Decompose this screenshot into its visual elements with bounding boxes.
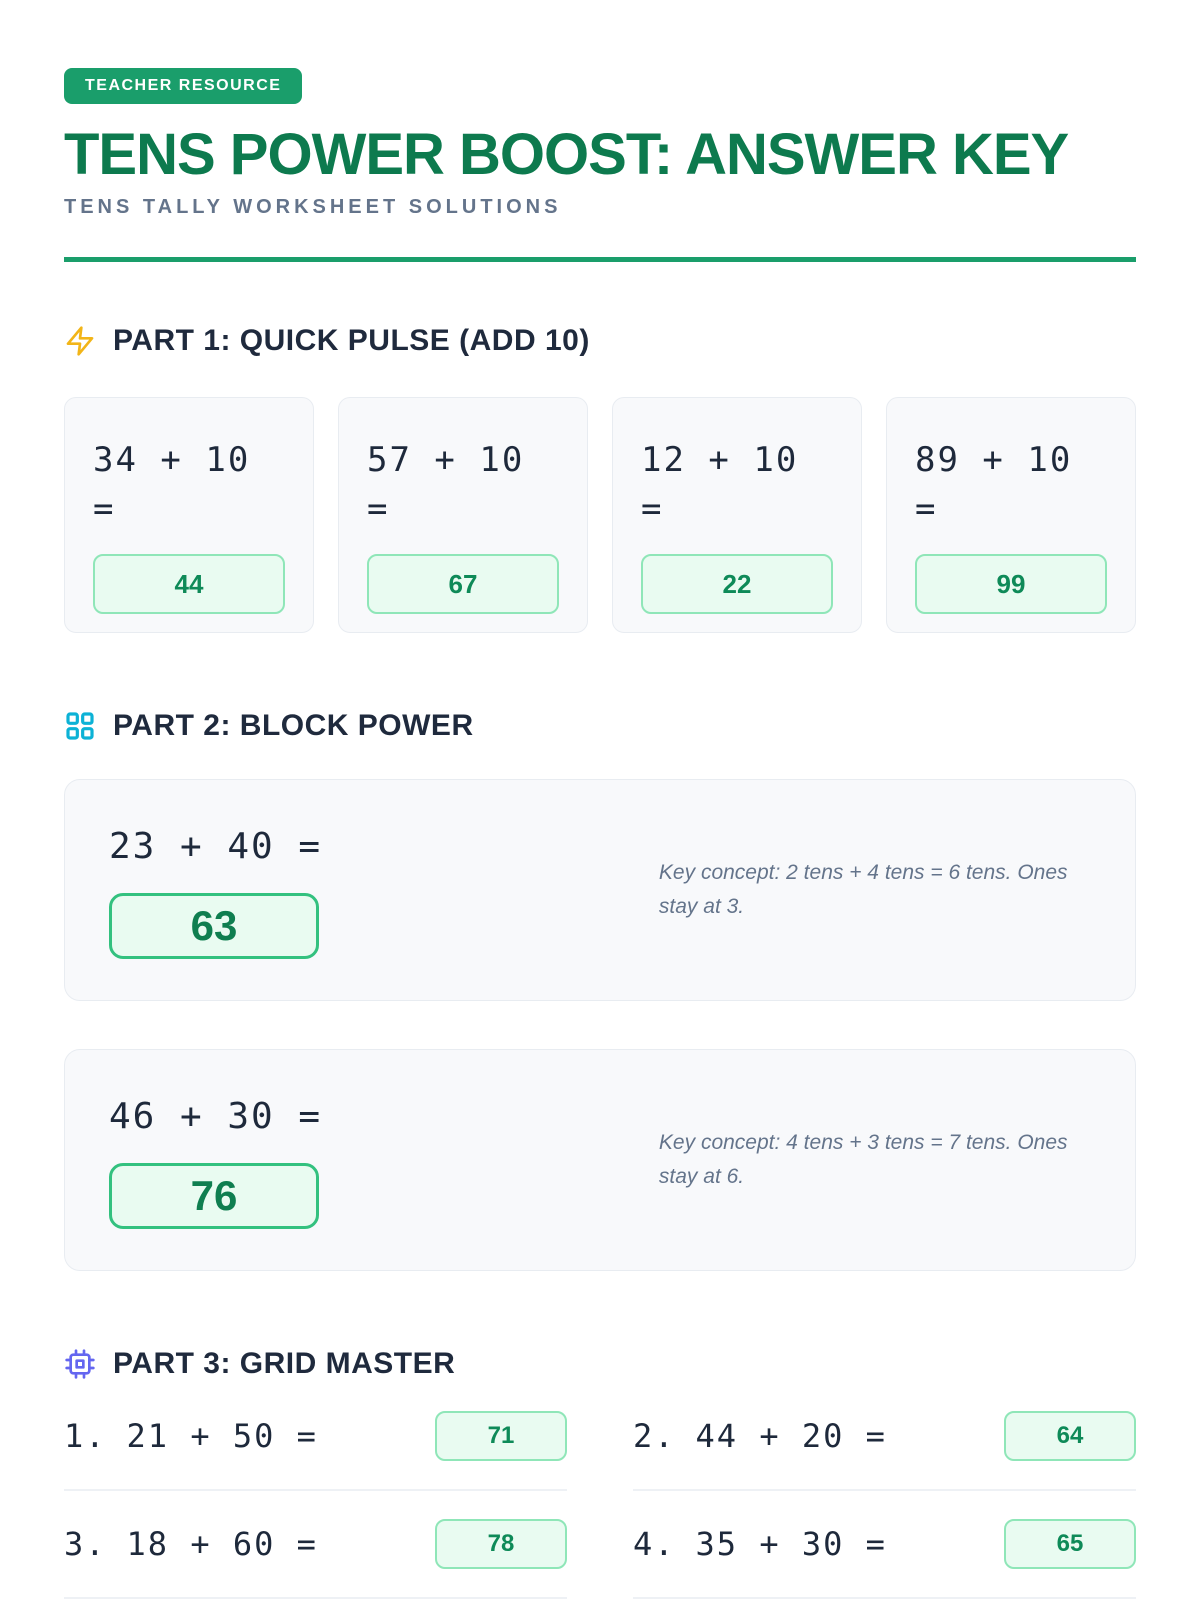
cpu-icon — [64, 1348, 96, 1380]
problem-number: 3. — [64, 1525, 107, 1563]
problem-card: 89 + 10 = 99 — [886, 397, 1136, 633]
problem-row: 4. 35 + 30 = 65 — [633, 1519, 1136, 1599]
part1-heading: PART 1: QUICK PULSE (ADD 10) — [113, 324, 590, 357]
answer-box: 76 — [109, 1163, 319, 1230]
answer-box: 67 — [367, 554, 559, 614]
problem-question: 34 + 10 = — [93, 440, 251, 530]
problem-number: 1. — [64, 1417, 107, 1455]
problem-row: 1. 21 + 50 = 71 — [64, 1411, 567, 1491]
part1-header: PART 1: QUICK PULSE (ADD 10) — [64, 324, 1136, 358]
problem-number: 2. — [633, 1417, 676, 1455]
problem-question: 23 + 40 = — [109, 825, 323, 867]
problem-card: 23 + 40 = 63 Key concept: 2 tens + 4 ten… — [64, 779, 1136, 1001]
answer-box: 99 — [915, 554, 1107, 614]
problem-equation: 35 + 30 = — [695, 1525, 887, 1563]
problem-card: 57 + 10 = 67 — [338, 397, 588, 633]
answer-box: 71 — [435, 1411, 567, 1461]
part3-header: PART 3: GRID MASTER — [64, 1347, 1136, 1381]
problem-question: 89 + 10 = — [915, 440, 1073, 530]
header-divider — [64, 257, 1136, 262]
problem-question: 57 + 10 = — [367, 440, 525, 530]
problem-row: 2. 44 + 20 = 64 — [633, 1411, 1136, 1491]
problem-question: 3. 18 + 60 = — [64, 1525, 318, 1563]
problem-question: 4. 35 + 30 = — [633, 1525, 887, 1563]
problem-question: 12 + 10 = — [641, 440, 799, 530]
problem-question: 2. 44 + 20 = — [633, 1417, 887, 1455]
part1-problem-grid: 34 + 10 = 44 57 + 10 = 67 12 + 10 = 22 8… — [64, 397, 1136, 633]
problem-number: 4. — [633, 1525, 676, 1563]
problem-block: 46 + 30 = 76 — [109, 1091, 561, 1230]
part2-heading: PART 2: BLOCK POWER — [113, 709, 474, 742]
answer-box: 44 — [93, 554, 285, 614]
teacher-resource-badge: TEACHER RESOURCE — [64, 68, 303, 104]
answer-box: 78 — [435, 1519, 567, 1569]
problem-question: 46 + 30 = — [109, 1095, 323, 1137]
part3-problem-grid: 1. 21 + 50 = 71 2. 44 + 20 = 64 3. 18 + … — [64, 1411, 1136, 1599]
problem-question: 1. 21 + 50 = — [64, 1417, 318, 1455]
problem-equation: 18 + 60 = — [126, 1525, 318, 1563]
part2-header: PART 2: BLOCK POWER — [64, 709, 1136, 743]
key-concept-note: Key concept: 4 tens + 3 tens = 7 tens. O… — [658, 1130, 1068, 1188]
answer-box: 63 — [109, 893, 319, 960]
page-subtitle: TENS TALLY WORKSHEET SOLUTIONS — [64, 196, 562, 218]
key-concept-note: Key concept: 2 tens + 4 tens = 6 tens. O… — [658, 860, 1068, 918]
problem-equation: 44 + 20 = — [695, 1417, 887, 1455]
part3-heading: PART 3: GRID MASTER — [113, 1347, 456, 1380]
problem-equation: 21 + 50 = — [126, 1417, 318, 1455]
problem-block: 23 + 40 = 63 — [109, 821, 561, 960]
problem-card: 34 + 10 = 44 — [64, 397, 314, 633]
answer-box: 64 — [1004, 1411, 1136, 1461]
problem-card: 12 + 10 = 22 — [612, 397, 862, 633]
problem-card: 46 + 30 = 76 Key concept: 4 tens + 3 ten… — [64, 1049, 1136, 1271]
answer-box: 65 — [1004, 1519, 1136, 1569]
lightning-icon — [64, 325, 96, 357]
blocks-grid-icon — [64, 710, 96, 742]
page-title: TENS POWER BOOST: ANSWER KEY — [64, 122, 1069, 187]
problem-row: 3. 18 + 60 = 78 — [64, 1519, 567, 1599]
answer-box: 22 — [641, 554, 833, 614]
